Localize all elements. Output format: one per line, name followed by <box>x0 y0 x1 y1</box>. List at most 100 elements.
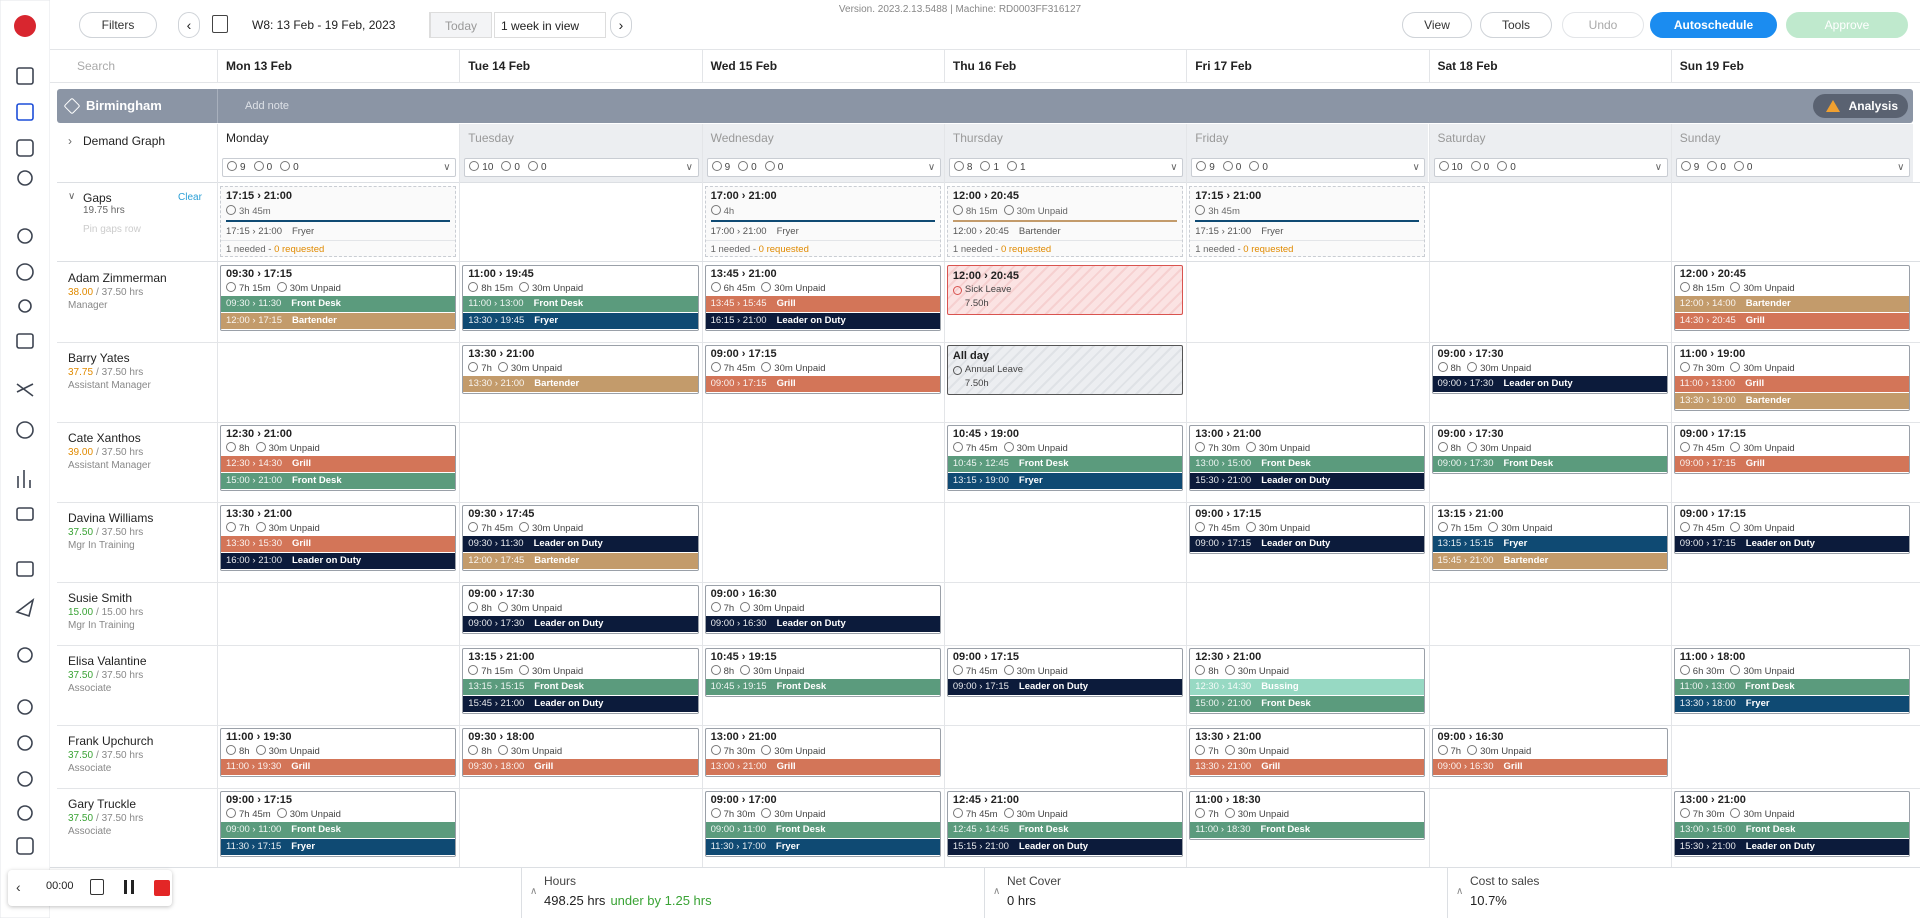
employee-name[interactable]: Elisa Valantine <box>68 654 147 668</box>
break-icon <box>1003 205 1014 215</box>
view-button[interactable]: View <box>1402 12 1472 38</box>
break-icon <box>276 282 287 292</box>
shift-card[interactable]: 11:00 › 18:00 6h 30m 30m Unpaid 11:00 › 13:… <box>1673 648 1911 714</box>
shift-card[interactable]: 13:00 › 21:00 7h 30m 30m Unpaid 13:00 › 15:… <box>1673 791 1911 857</box>
employee-name[interactable]: Cate Xanthos <box>68 431 141 445</box>
next-week[interactable]: › <box>610 12 632 38</box>
employee-name[interactable]: Susie Smith <box>68 591 133 605</box>
shift-card[interactable]: 09:00 › 17:30 8h 30m Unpaid 09:00 › 17:30 Le… <box>1431 345 1668 394</box>
hours-worked: 15.00 <box>68 607 94 618</box>
demand-label[interactable]: Demand Graph <box>83 134 166 148</box>
shift-card[interactable]: 09:00 › 17:15 7h 45m 30m Unpaid 09:00 › 17:… <box>1189 505 1426 554</box>
shift-card[interactable]: 12:30 › 21:00 8h 30m Unpaid 12:30 › 14:30 Bu… <box>1189 648 1426 714</box>
approve-button[interactable]: Approve <box>1786 12 1908 38</box>
shift-card[interactable]: 13:30 › 21:00 7h 30m Unpaid 13:30 › 21:00 Ba… <box>462 345 699 394</box>
demand-counts[interactable]: 10 0 0 ∨ <box>464 158 699 177</box>
filters-button[interactable]: Filters <box>79 12 157 38</box>
clock-icon <box>710 808 721 818</box>
clear-gaps[interactable]: Clear <box>178 192 202 203</box>
demand-counts[interactable]: 9 0 0 ∨ <box>1191 158 1426 177</box>
timer-back[interactable]: ‹ <box>16 879 21 895</box>
task-bar: 15:00 › 21:00 Front Desk <box>221 473 456 489</box>
add-note[interactable]: Add note <box>245 100 290 112</box>
tools-button[interactable]: Tools <box>1480 12 1552 38</box>
shift-card[interactable]: 09:30 › 18:00 8h 30m Unpaid 09:30 › 18:00 Gr… <box>462 728 699 777</box>
shift-card[interactable]: 09:00 › 17:30 8h 30m Unpaid 09:00 › 17:30 Fr… <box>1431 425 1668 474</box>
gap-card[interactable]: 17:15 › 21:00 3h 45m 17:15 › 21:00 Fryer 1 n… <box>1189 186 1426 257</box>
shift-card[interactable]: 13:00 › 21:00 7h 30m 30m Unpaid 13:00 › 15:… <box>1189 425 1426 491</box>
hours-contract: / 37.50 hrs <box>96 750 144 761</box>
shift-card[interactable]: 13:15 › 21:00 7h 15m 30m Unpaid 13:15 › 15:… <box>462 648 699 714</box>
shift-card[interactable]: 10:45 › 19:00 7h 45m 30m Unpaid 10:45 › 12:… <box>946 425 1184 491</box>
shift-card[interactable]: 13:00 › 21:00 7h 30m 30m Unpaid 13:00 › 21:… <box>704 728 941 777</box>
shift-meta: 7h 45m 30m Unpaid <box>1679 522 1900 534</box>
shift-cell <box>943 725 1186 788</box>
task-role: Fryer <box>775 841 800 852</box>
leave-card[interactable]: 12:00 › 20:45 Sick Leave 7.50h <box>946 265 1184 315</box>
shift-card[interactable]: 09:30 › 17:15 7h 15m 30m Unpaid 09:30 › 11:… <box>220 265 457 331</box>
shift-card[interactable]: 09:30 › 17:45 7h 45m 30m Unpaid 09:30 › 11:… <box>462 505 699 571</box>
week-picker[interactable]: W8: 13 Feb - 19 Feb, 2023 <box>240 12 430 38</box>
shift-card[interactable]: 09:00 › 17:30 8h 30m Unpaid 09:00 › 17:30 Le… <box>462 585 699 634</box>
shift-card[interactable]: 09:00 › 17:15 7h 45m 30m Unpaid 09:00 › 11:… <box>220 791 457 857</box>
count-icon <box>738 161 749 171</box>
employee-name[interactable]: Barry Yates <box>68 351 130 365</box>
timer-pause[interactable] <box>124 880 134 894</box>
shift-card[interactable]: 12:00 › 20:45 8h 15m 30m Unpaid 12:00 › 14:… <box>1673 265 1911 331</box>
demand-counts[interactable]: 9 0 0 ∨ <box>1675 158 1911 177</box>
count-icon <box>253 161 264 171</box>
prev-week[interactable]: ‹ <box>178 12 200 38</box>
today-button[interactable]: Today <box>430 12 492 38</box>
shift-card[interactable]: 12:30 › 21:00 8h 30m Unpaid 12:30 › 14:30 Gr… <box>220 425 457 491</box>
shift-card[interactable]: 10:45 › 19:15 8h 30m Unpaid 10:45 › 19:15 Fr… <box>704 648 941 697</box>
employee-name[interactable]: Davina Williams <box>68 511 154 525</box>
shift-card[interactable]: 11:00 › 19:30 8h 30m Unpaid 11:00 › 19:30 Gr… <box>220 728 457 777</box>
timer-stop[interactable] <box>154 880 170 896</box>
demand-counts[interactable]: 9 0 0 ∨ <box>222 158 457 177</box>
shift-card[interactable]: 09:00 › 16:30 7h 30m Unpaid 09:00 › 16:30 Le… <box>704 585 941 634</box>
shift-card[interactable]: 13:45 › 21:00 6h 45m 30m Unpaid 13:45 › 15:… <box>704 265 941 331</box>
timer-delete[interactable] <box>90 879 104 895</box>
shift-duration: 8h <box>481 603 492 614</box>
shift-card[interactable]: 09:00 › 17:15 7h 45m 30m Unpaid 09:00 › 17:… <box>1673 425 1911 474</box>
task-role: Front Desk <box>776 681 827 692</box>
shift-card[interactable]: 09:00 › 16:30 7h 30m Unpaid 09:00 › 16:30 Gr… <box>1431 728 1668 777</box>
count-icon <box>1222 161 1233 171</box>
employee-name[interactable]: Adam Zimmerman <box>68 271 167 285</box>
shift-card[interactable]: 09:00 › 17:15 7h 45m 30m Unpaid 09:00 › 17:… <box>704 345 941 394</box>
demand-counts[interactable]: 9 0 0 ∨ <box>706 158 941 177</box>
shift-card[interactable]: 09:00 › 17:00 7h 30m 30m Unpaid 09:00 › 11:… <box>704 791 941 857</box>
break-icon <box>276 808 287 818</box>
shift-card[interactable]: 11:00 › 19:45 8h 15m 30m Unpaid 11:00 › 13:… <box>462 265 699 331</box>
gap-slot: 17:15 › 21:00 Fryer <box>1195 226 1415 238</box>
shift-card[interactable]: 13:30 › 21:00 7h 30m Unpaid 13:30 › 21:00 Gr… <box>1189 728 1426 777</box>
shift-card[interactable]: 13:30 › 21:00 7h 30m Unpaid 13:30 › 15:30 Gr… <box>220 505 457 571</box>
break-icon <box>255 442 266 452</box>
shift-card[interactable]: 09:00 › 17:15 7h 45m 30m Unpaid 09:00 › 17:… <box>1673 505 1911 554</box>
employee-name[interactable]: Frank Upchurch <box>68 734 154 748</box>
shift-card[interactable]: 09:00 › 17:15 7h 45m 30m Unpaid 09:00 › 17:… <box>946 648 1184 697</box>
shift-card[interactable]: 11:00 › 19:00 7h 30m 30m Unpaid 11:00 › 13:… <box>1673 345 1911 411</box>
demand-counts[interactable]: 10 0 0 ∨ <box>1433 158 1668 177</box>
autoschedule-button[interactable]: Autoschedule <box>1650 12 1777 38</box>
task-time: 15:30 › 21:00 <box>1195 475 1252 486</box>
task-role: Grill <box>292 458 312 469</box>
task-bar: 09:30 › 11:30 Front Desk <box>221 296 456 312</box>
undo-button[interactable]: Undo <box>1562 12 1644 38</box>
gap-card[interactable]: 12:00 › 20:45 8h 15m 30m Unpaid 12:00 › 20:… <box>946 186 1184 257</box>
shift-card[interactable]: 13:15 › 21:00 7h 15m 30m Unpaid 13:15 › 15:… <box>1431 505 1668 571</box>
shift-card[interactable]: 11:00 › 18:30 7h 30m Unpaid 11:00 › 18:30 Fr… <box>1189 791 1426 840</box>
shift-card[interactable]: 12:45 › 21:00 7h 45m 30m Unpaid 12:45 › 14:… <box>946 791 1184 857</box>
search-input[interactable]: Search <box>77 59 116 73</box>
gap-card[interactable]: 17:00 › 21:00 4h 17:00 › 21:00 Fryer 1 neede… <box>704 186 941 257</box>
employee-name[interactable]: Gary Truckle <box>68 797 137 811</box>
leave-card[interactable]: All day Annual Leave 7.50h <box>946 345 1184 395</box>
task-time: 13:30 › 18:00 <box>1679 698 1736 709</box>
shift-cell <box>1428 788 1671 868</box>
timer-value: 00:00 <box>46 880 74 892</box>
range-select[interactable]: 1 week in view <box>494 12 606 38</box>
task-bar: 16:15 › 21:00 Leader on Duty <box>705 313 940 329</box>
gap-card[interactable]: 17:15 › 21:00 3h 45m 17:15 › 21:00 Fryer 1 n… <box>220 186 457 257</box>
task-role: Leader on Duty <box>1261 538 1331 549</box>
demand-counts[interactable]: 8 1 1 ∨ <box>948 158 1184 177</box>
